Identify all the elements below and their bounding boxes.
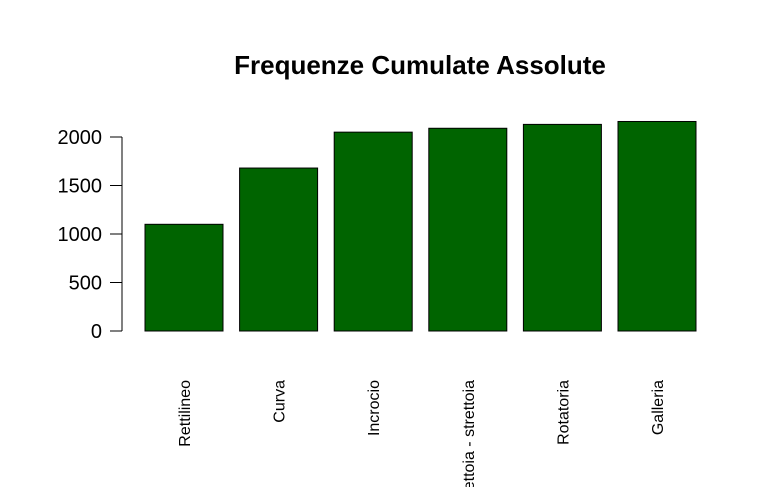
bar-1 bbox=[239, 167, 319, 332]
y-tick-label: 1500 bbox=[58, 176, 103, 198]
y-tick-label: 2000 bbox=[58, 127, 103, 149]
x-axis-labels: Rettilineo Curva Incrocio Strettoia - stret… bbox=[177, 380, 667, 487]
x-tick-label: Rettilineo bbox=[177, 380, 194, 447]
bar-0 bbox=[144, 223, 224, 332]
y-tick-label: 500 bbox=[69, 273, 102, 295]
x-tick-label: Rotatoria bbox=[555, 380, 572, 445]
x-tick-label: Curva bbox=[272, 380, 289, 423]
y-tick-label: 1000 bbox=[58, 224, 103, 246]
bar-2 bbox=[333, 131, 413, 332]
x-tick-label: Galleria bbox=[650, 380, 667, 435]
bar-3 bbox=[428, 127, 508, 332]
bar-5 bbox=[617, 120, 697, 332]
y-tick-label: 0 bbox=[91, 321, 102, 343]
x-tick-label: Incrocio bbox=[366, 380, 383, 436]
y-axis: 0 500 1000 1500 2000 bbox=[58, 127, 123, 343]
chart-title: Frequenze Cumulate Assolute bbox=[234, 50, 606, 80]
x-tick-label: Strettoia - strettoia bbox=[461, 380, 478, 487]
bar-4 bbox=[522, 123, 602, 332]
bars bbox=[144, 120, 697, 332]
